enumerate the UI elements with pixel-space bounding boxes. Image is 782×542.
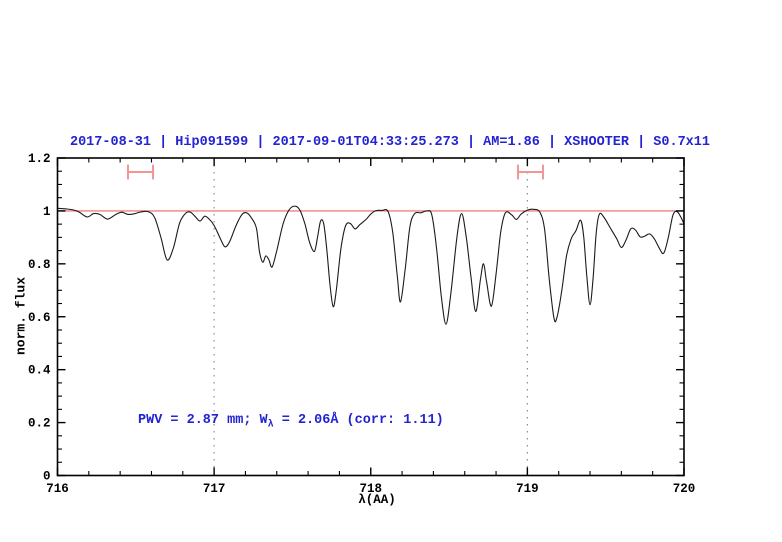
- range-marker-2: [516, 164, 545, 180]
- y-tick-label-0.2: 0.2: [28, 417, 51, 431]
- plot-title: 2017-08-31 | Hip091599 | 2017-09-01T04:3…: [69, 135, 710, 150]
- x-axis-label: λ(AA): [358, 493, 396, 507]
- y-tick-label-0.4: 0.4: [28, 364, 51, 378]
- y-tick-label-0: 0: [43, 470, 51, 484]
- x-tick-label-716: 716: [46, 482, 69, 496]
- spectrum-line: [57, 205, 685, 325]
- pwv-annotation-lambda-subscript: λ: [267, 419, 274, 431]
- range-marker-1: [126, 164, 155, 180]
- x-tick-label-717: 717: [203, 482, 226, 496]
- x-tick-label-720: 720: [673, 482, 696, 496]
- pwv-annotation-suffix: = 2.06Å (corr: 1.11): [273, 413, 444, 428]
- y-tick-label-0.8: 0.8: [28, 258, 51, 272]
- y-tick-label-1: 1: [43, 205, 51, 219]
- axis-tick-labels: 716 717 718 719 720 0 0.2 0.4 0.6 0.8 1 1.2: [28, 152, 695, 496]
- pwv-range-markers: [126, 164, 545, 180]
- y-axis-label: norm. flux: [13, 276, 29, 356]
- x-tick-label-718: 718: [359, 482, 382, 496]
- pwv-annotation-prefix: PWV = 2.87 mm; W: [138, 413, 268, 428]
- y-tick-label-0.6: 0.6: [28, 311, 51, 325]
- y-tick-label-1.2: 1.2: [28, 152, 51, 166]
- axis-ticks: [56, 157, 685, 477]
- pwv-annotation: PWV = 2.87 mm; Wλ = 2.06Å (corr: 1.11): [138, 413, 444, 431]
- x-tick-label-719: 719: [516, 482, 539, 496]
